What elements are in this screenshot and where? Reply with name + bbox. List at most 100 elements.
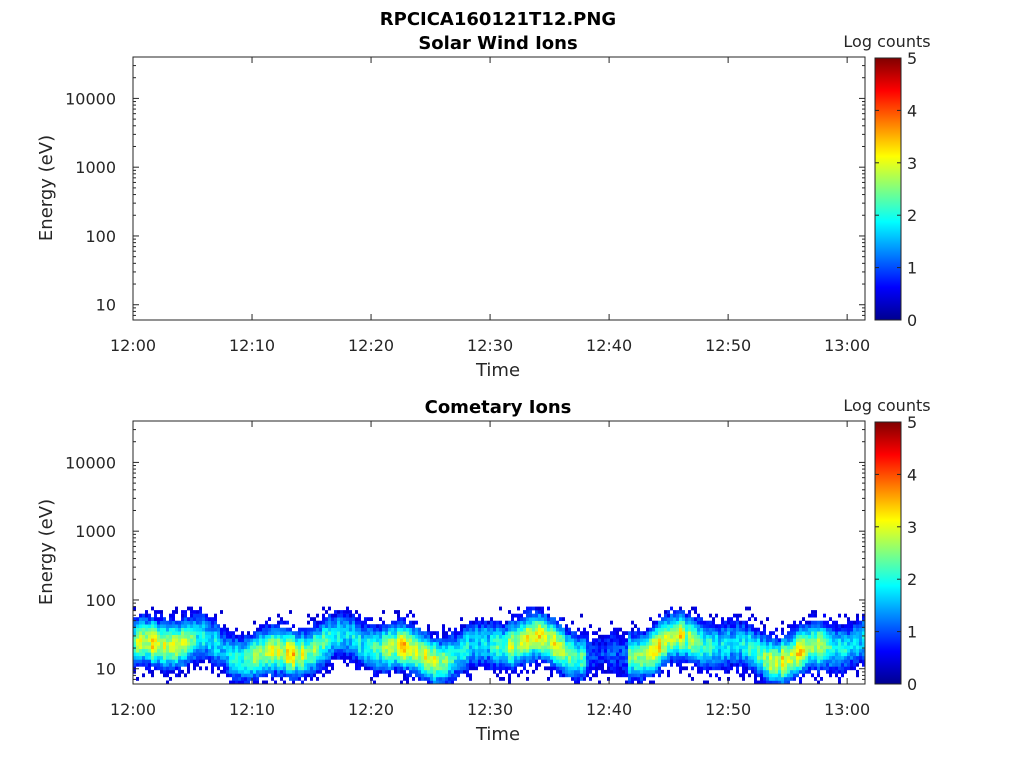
spectrogram-cell [622, 634, 625, 639]
spectrogram-cell [223, 666, 226, 671]
spectrogram-cell [139, 659, 142, 664]
spectrogram-cell [331, 613, 334, 618]
spectrogram-cell [745, 645, 748, 650]
spectrogram-cell [763, 680, 766, 684]
spectrogram-cell [394, 659, 397, 664]
spectrogram-cell [697, 648, 700, 653]
spectrogram-cell [538, 624, 541, 628]
spectrogram-cell [472, 648, 475, 653]
spectrogram-cell [841, 662, 844, 667]
spectrogram-cell [334, 634, 337, 639]
spectrogram-cell [802, 624, 805, 628]
spectrogram-cell [505, 627, 508, 632]
spectrogram-cell [838, 648, 841, 653]
spectrogram-cell [433, 662, 436, 667]
spectrogram-cell [301, 662, 304, 667]
spectrogram-cell [178, 669, 181, 674]
spectrogram-cell [715, 655, 718, 660]
spectrogram-cell [310, 673, 313, 678]
spectrogram-cell [175, 641, 178, 646]
spectrogram-cell [286, 645, 289, 650]
spectrogram-cell [433, 680, 436, 684]
spectrogram-cell [496, 638, 499, 643]
spectrogram-cell [316, 666, 319, 671]
spectrogram-cell [202, 659, 205, 664]
spectrogram-cell [241, 648, 244, 653]
spectrogram-cell [664, 613, 667, 618]
spectrogram-cell [460, 648, 463, 653]
spectrogram-cell [688, 648, 691, 653]
spectrogram-cell [214, 617, 217, 621]
spectrogram-cell [841, 648, 844, 653]
spectrogram-cell [757, 638, 760, 643]
spectrogram-cell [694, 610, 697, 614]
spectrogram-cell [559, 617, 562, 621]
spectrogram-cell [649, 673, 652, 678]
spectrogram-cell [316, 652, 319, 657]
spectrogram-cell [688, 645, 691, 650]
spectrogram-cell [139, 631, 142, 635]
spectrogram-cell [250, 645, 253, 650]
spectrogram-cell [709, 620, 712, 625]
spectrogram-cell [193, 641, 196, 646]
spectrogram-cell [667, 659, 670, 664]
spectrogram-cell [484, 638, 487, 643]
spectrogram-cell [826, 620, 829, 625]
spectrogram-cell [814, 634, 817, 639]
spectrogram-cell [469, 648, 472, 653]
spectrogram-cell [466, 634, 469, 639]
spectrogram-cell [250, 669, 253, 674]
spectrogram-cell [625, 662, 628, 667]
spectrogram-cell [787, 655, 790, 660]
spectrogram-cell [715, 624, 718, 628]
spectrogram-cell [346, 652, 349, 657]
spectrogram-cell [799, 620, 802, 625]
spectrogram-cell [772, 641, 775, 646]
spectrogram-cell [223, 624, 226, 628]
spectrogram-cell [667, 673, 670, 678]
spectrogram-cell [787, 648, 790, 653]
spectrogram-cell [676, 652, 679, 657]
spectrogram-cell [178, 645, 181, 650]
spectrogram-cell [484, 620, 487, 625]
spectrogram-cell [136, 648, 139, 653]
spectrogram-cell [790, 624, 793, 628]
spectrogram-cell [133, 659, 136, 664]
spectrogram-cell [613, 631, 616, 635]
spectrogram-cell [298, 655, 301, 660]
spectrogram-cell [472, 645, 475, 650]
x-tick-label: 12:00 [110, 336, 156, 355]
spectrogram-cell [208, 631, 211, 635]
spectrogram-cell [430, 662, 433, 667]
spectrogram-cell [769, 631, 772, 635]
spectrogram-cell [274, 673, 277, 678]
spectrogram-cell [511, 662, 514, 667]
spectrogram-cell [241, 652, 244, 657]
spectrogram-cell [613, 666, 616, 671]
spectrogram-cell [142, 673, 145, 678]
spectrogram-cell [811, 655, 814, 660]
spectrogram-cell [607, 655, 610, 660]
spectrogram-cell [733, 613, 736, 618]
spectrogram-cell [409, 652, 412, 657]
spectrogram-cell [856, 673, 859, 678]
spectrogram-cell [829, 648, 832, 653]
spectrogram-cell [514, 620, 517, 625]
spectrogram-cell [745, 634, 748, 639]
spectrogram-cell [304, 666, 307, 671]
spectrogram-cell [196, 662, 199, 667]
spectrogram-cell [226, 627, 229, 632]
spectrogram-cell [610, 648, 613, 653]
spectrogram-cell [367, 617, 370, 621]
spectrogram-cell [211, 631, 214, 635]
spectrogram-cell [271, 648, 274, 653]
spectrogram-cell [376, 631, 379, 635]
spectrogram-cell [319, 652, 322, 657]
spectrogram-cell [628, 680, 631, 684]
spectrogram-cell [742, 673, 745, 678]
spectrogram-cell [526, 652, 529, 657]
spectrogram-cell [376, 659, 379, 664]
spectrogram-cell [856, 648, 859, 653]
spectrogram-cell [682, 617, 685, 621]
spectrogram-cell [745, 655, 748, 660]
